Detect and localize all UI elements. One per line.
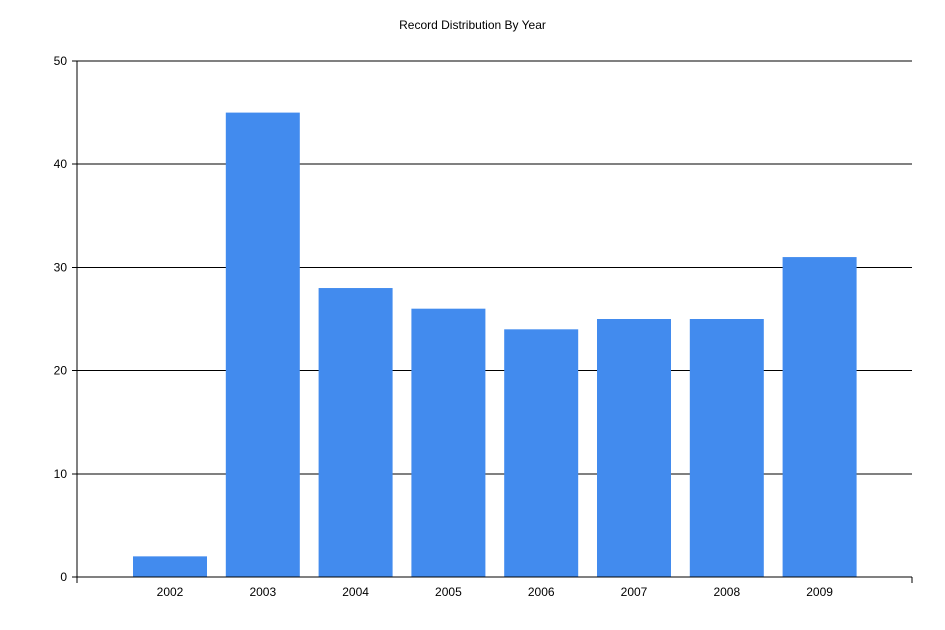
y-tick-label: 30 <box>54 260 68 274</box>
bar-2002 <box>133 556 207 577</box>
bar-2007 <box>597 319 671 577</box>
y-tick-label: 20 <box>54 364 68 378</box>
x-tick-label: 2003 <box>249 585 276 599</box>
y-tick-label: 10 <box>54 467 68 481</box>
x-tick-label: 2004 <box>342 585 369 599</box>
bar-2003 <box>225 112 300 577</box>
y-tick-label: 0 <box>60 570 67 584</box>
bar-2008 <box>689 319 764 577</box>
bar-2005 <box>411 308 486 577</box>
chart-title: Record Distribution By Year <box>399 18 546 32</box>
x-tick-label: 2006 <box>528 585 555 599</box>
x-tick-label: 2002 <box>157 585 184 599</box>
y-tick-label: 40 <box>54 157 68 171</box>
bar-2009 <box>782 257 857 577</box>
bar-2006 <box>504 329 579 577</box>
bar-2004 <box>318 288 393 577</box>
x-tick-label: 2007 <box>621 585 648 599</box>
y-tick-label: 50 <box>54 54 68 68</box>
x-tick-label: 2008 <box>713 585 740 599</box>
x-tick-label: 2005 <box>435 585 462 599</box>
x-tick-label: 2009 <box>806 585 833 599</box>
